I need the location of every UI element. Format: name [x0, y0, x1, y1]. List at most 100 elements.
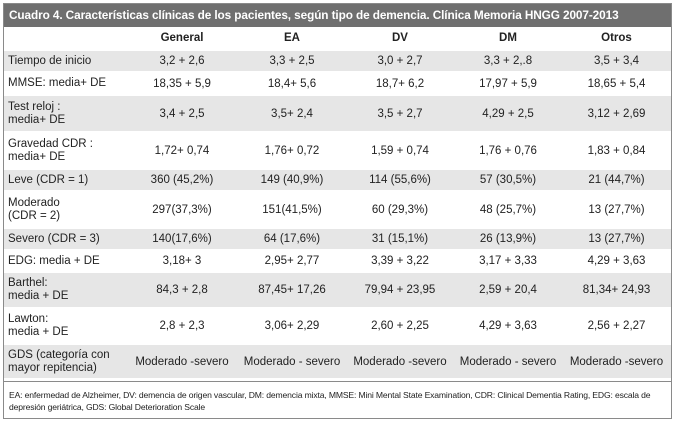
header-cell-ea: EA [238, 27, 346, 50]
table-cell: 3,2 + 2,6 [126, 50, 238, 72]
row-label: GDS (categoría con mayor repitencia) [4, 344, 126, 378]
row-label-line: MMSE: media+ DE [8, 77, 107, 89]
header-cell-otros: Otros [562, 27, 671, 50]
row-label-line: Severo (CDR = 3) [8, 232, 100, 245]
row-label-line: GDS (categoría con [8, 348, 110, 361]
table-cell: 1,72+ 0,74 [126, 132, 238, 169]
table-cell: 2,59 + 20,4 [454, 272, 562, 308]
row-label-line: (CDR = 2) [8, 209, 61, 222]
row-label-line: Tiempo de inicio [8, 54, 92, 67]
table-row: Moderado (CDR = 2) 297(37,3%) 151(41,5%) 60 … [4, 191, 671, 228]
row-label-line: Lawton: [8, 313, 49, 325]
table-cell: 3,4 + 2,5 [126, 95, 238, 132]
table-cell: 3,18+ 3 [126, 250, 238, 272]
table-cell: 297(37,3%) [126, 191, 238, 228]
table-cell: 18,7+ 6,2 [346, 72, 454, 95]
table-row: Leve (CDR = 1) 360 (45,2%) 149 (40,9%) 114 … [4, 169, 671, 191]
table-cell: 114 (55,6%) [346, 169, 454, 191]
table-cell: 3,5+ 2,4 [238, 95, 346, 132]
table-cell: 18,65 + 5,4 [562, 72, 671, 95]
row-label-line: EDG: media + DE [8, 254, 100, 267]
table-cell: 87,45+ 17,26 [238, 272, 346, 308]
row-label: EDG: media + DE [4, 250, 126, 272]
table-cell: 3,3 + 2,5 [238, 50, 346, 72]
clinical-characteristics-table: General EA DV DM Otros Tiempo de inicio 3… [4, 27, 671, 378]
table-row: Lawton: media + DE 2,8 + 2,3 3,06+ 2,29 2,60… [4, 308, 671, 344]
table-frame: Cuadro 4. Características clínicas de lo… [3, 3, 672, 419]
table-cell: 4,29 + 2,5 [454, 95, 562, 132]
table-row: MMSE: media+ DE 18,35 + 5,9 18,4+ 5,6 18,7+… [4, 72, 671, 95]
table-cell: 360 (45,2%) [126, 169, 238, 191]
table-header: General EA DV DM Otros [4, 27, 671, 50]
table-cell: 1,83 + 0,84 [562, 132, 671, 169]
table-cell: 151(41,5%) [238, 191, 346, 228]
table-cell: 18,4+ 5,6 [238, 72, 346, 95]
table-cell: 3,12 + 2,69 [562, 95, 671, 132]
header-cell-blank [4, 27, 126, 50]
table-cell: 140(17,6%) [126, 228, 238, 250]
table-row: EDG: media + DE 3,18+ 3 2,95+ 2,77 3,39 + 3… [4, 250, 671, 272]
table-cell: 2,56 + 2,27 [562, 308, 671, 344]
row-label: Test reloj : media+ DE [4, 95, 126, 132]
table-cell: 57 (30,5%) [454, 169, 562, 191]
table-cell: 21 (44,7%) [562, 169, 671, 191]
table-cell: Moderado -severo [562, 344, 671, 378]
row-label: Lawton: media + DE [4, 308, 126, 344]
table-cell: 26 (13,9%) [454, 228, 562, 250]
table-cell: Moderado - severo [454, 344, 562, 378]
row-label-line: media+ DE [8, 113, 66, 126]
table-cell: 1,76 + 0,76 [454, 132, 562, 169]
row-label: Gravedad CDR : media+ DE [4, 132, 126, 169]
table-cell: 2,60 + 2,25 [346, 308, 454, 344]
row-label-line: Moderado [8, 196, 60, 209]
row-label-line: media+ DE [8, 150, 66, 163]
header-cell-general: General [126, 27, 238, 50]
table-cell: 3,3 + 2,.8 [454, 50, 562, 72]
table-row: Test reloj : media+ DE 3,4 + 2,5 3,5+ 2,4 3,… [4, 95, 671, 132]
header-cell-dm: DM [454, 27, 562, 50]
table-cell: 48 (25,7%) [454, 191, 562, 228]
row-label: Leve (CDR = 1) [4, 169, 126, 191]
table-cell: 60 (29,3%) [346, 191, 454, 228]
table-cell: 2,8 + 2,3 [126, 308, 238, 344]
table-cell: 13 (27,7%) [562, 191, 671, 228]
table-footnote: EA: enfermedad de Alzheimer, DV: demenci… [4, 381, 671, 418]
row-label: Tiempo de inicio [4, 50, 126, 72]
table-cell: 79,94 + 23,95 [346, 272, 454, 308]
table-row: Severo (CDR = 3) 140(17,6%) 64 (17,6%) 31 (… [4, 228, 671, 250]
table-cell: 3,39 + 3,22 [346, 250, 454, 272]
table-caption: Cuadro 4. Características clínicas de lo… [4, 4, 671, 27]
table-cell: 4,29 + 3,63 [562, 250, 671, 272]
row-label: Moderado (CDR = 2) [4, 191, 126, 228]
table-cell: Moderado - severo [238, 344, 346, 378]
table-cell: 31 (15,1%) [346, 228, 454, 250]
table-row: Tiempo de inicio 3,2 + 2,6 3,3 + 2,5 3,0 + … [4, 50, 671, 72]
row-label-line: media + DE [8, 326, 69, 338]
table-cell: Moderado -severo [126, 344, 238, 378]
row-label-line: mayor repitencia) [8, 361, 97, 374]
table-cell: 2,95+ 2,77 [238, 250, 346, 272]
row-label-line: Leve (CDR = 1) [8, 173, 89, 186]
table-cell: 1,59 + 0,74 [346, 132, 454, 169]
row-label-line: Test reloj : [8, 100, 61, 113]
row-label: Barthel: media + DE [4, 272, 126, 308]
table-row: GDS (categoría con mayor repitencia) Moder… [4, 344, 671, 378]
row-label-line: media + DE [8, 290, 69, 302]
table-cell: 3,5 + 3,4 [562, 50, 671, 72]
row-label-line: Gravedad CDR : [8, 137, 94, 150]
table-row: Gravedad CDR : media+ DE 1,72+ 0,74 1,76+ 0… [4, 132, 671, 169]
row-label-line: Barthel: [8, 277, 48, 289]
table-cell: 4,29 + 3,63 [454, 308, 562, 344]
table-cell: 3,06+ 2,29 [238, 308, 346, 344]
table-cell: 3,5 + 2,7 [346, 95, 454, 132]
row-label: Severo (CDR = 3) [4, 228, 126, 250]
table-cell: 18,35 + 5,9 [126, 72, 238, 95]
table-cell: Moderado -severo [346, 344, 454, 378]
header-row: General EA DV DM Otros [4, 27, 671, 50]
header-cell-dv: DV [346, 27, 454, 50]
table-cell: 3,17 + 3,33 [454, 250, 562, 272]
table-cell: 64 (17,6%) [238, 228, 346, 250]
table-cell: 81,34+ 24,93 [562, 272, 671, 308]
table-cell: 149 (40,9%) [238, 169, 346, 191]
table-cell: 17,97 + 5,9 [454, 72, 562, 95]
